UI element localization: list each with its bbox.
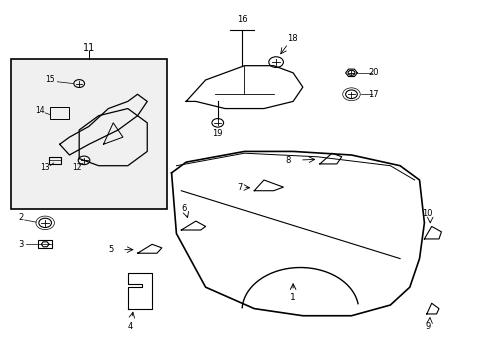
Text: 14: 14 <box>36 106 45 115</box>
Text: 4: 4 <box>127 322 133 331</box>
Bar <box>38 240 52 248</box>
Text: 15: 15 <box>45 76 55 85</box>
Bar <box>50 107 69 119</box>
Text: 6: 6 <box>181 204 186 213</box>
Text: 2: 2 <box>18 213 23 222</box>
Text: 1: 1 <box>290 293 295 302</box>
Text: 8: 8 <box>285 156 290 165</box>
Text: 17: 17 <box>367 90 378 99</box>
Text: 16: 16 <box>236 15 247 24</box>
Text: 9: 9 <box>425 322 430 331</box>
Text: 11: 11 <box>82 43 95 53</box>
Text: 20: 20 <box>367 68 378 77</box>
Text: 18: 18 <box>286 35 297 44</box>
Text: 7: 7 <box>237 183 242 192</box>
Text: 3: 3 <box>18 240 23 249</box>
Bar <box>11 59 166 208</box>
Text: 12: 12 <box>72 163 81 172</box>
Bar <box>49 157 61 163</box>
Text: 19: 19 <box>212 129 223 138</box>
Text: 10: 10 <box>422 210 432 219</box>
Text: 5: 5 <box>108 245 113 254</box>
Text: 13: 13 <box>40 163 50 172</box>
